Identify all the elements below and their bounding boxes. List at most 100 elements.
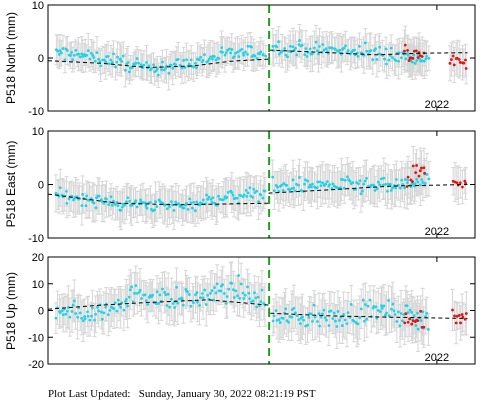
recent-data-point: [417, 174, 421, 178]
data-point: [317, 312, 321, 316]
data-point: [97, 309, 101, 313]
recent-data-point: [411, 164, 415, 168]
data-point: [247, 291, 251, 295]
data-point: [78, 311, 82, 315]
data-point: [182, 58, 186, 62]
data-point: [291, 178, 295, 182]
data-point: [232, 55, 236, 59]
data-point: [242, 297, 246, 300]
data-point: [160, 68, 164, 72]
data-point: [420, 178, 424, 182]
data-point: [207, 57, 211, 61]
data-point: [321, 312, 324, 316]
recent-data-point: [461, 315, 465, 319]
data-point: [250, 45, 254, 49]
data-point: [181, 303, 185, 307]
recent-data-point: [464, 67, 468, 70]
data-point: [192, 301, 195, 305]
data-point: [242, 193, 246, 197]
trend-line: [47, 299, 468, 319]
data-point: [312, 303, 316, 307]
data-point: [287, 49, 291, 53]
data-point: [258, 304, 261, 308]
data-point: [141, 201, 145, 204]
footer-datetime: Sunday, January 30, 2022 08:21:19 PST: [138, 388, 316, 400]
data-point: [425, 311, 429, 315]
data-point: [93, 59, 97, 63]
data-point: [380, 304, 383, 308]
data-point: [421, 181, 425, 184]
data-point: [416, 180, 420, 184]
data-point: [189, 304, 193, 308]
data-point: [246, 191, 250, 195]
recent-data-point: [463, 179, 467, 183]
data-point: [120, 60, 124, 63]
data-point: [99, 64, 103, 68]
recent-data-point: [422, 166, 426, 170]
data-point: [110, 203, 114, 207]
data-point: [97, 194, 101, 198]
data-point: [100, 317, 104, 321]
data-point: [383, 313, 387, 317]
data-point: [306, 323, 309, 327]
data-point: [231, 193, 235, 197]
data-point: [343, 318, 347, 322]
data-point: [400, 178, 404, 182]
data-point: [155, 290, 159, 294]
data-point: [275, 45, 279, 49]
data-point: [187, 293, 191, 296]
data-point: [412, 184, 416, 188]
data-point: [240, 47, 244, 51]
recent-data-point: [460, 313, 464, 316]
recent-data-point: [407, 59, 411, 62]
data-point: [131, 300, 135, 304]
data-point: [96, 305, 99, 309]
data-point: [283, 47, 286, 50]
data-point: [109, 195, 113, 199]
data-point: [374, 47, 377, 51]
data-point: [319, 184, 323, 187]
data-point: [80, 204, 84, 208]
data-point: [394, 186, 398, 190]
y-tick-label: 10: [32, 0, 44, 12]
data-point: [308, 47, 312, 51]
data-point: [188, 197, 192, 201]
data-point: [303, 53, 307, 57]
data-point: [365, 176, 368, 180]
recent-data-point: [459, 321, 462, 325]
data-point: [346, 311, 350, 315]
data-point: [338, 48, 342, 52]
data-point: [243, 293, 247, 297]
data-point: [332, 311, 336, 315]
data-point: [221, 198, 225, 202]
data-point: [406, 178, 410, 182]
data-points: [54, 274, 468, 331]
recent-data-point: [406, 48, 409, 52]
data-point: [360, 51, 363, 55]
data-point: [119, 57, 122, 61]
data-point: [286, 55, 289, 59]
data-point: [302, 318, 306, 322]
data-point: [325, 180, 329, 184]
data-point: [70, 310, 74, 313]
data-point: [213, 286, 216, 290]
data-point: [134, 199, 138, 202]
data-point: [274, 309, 278, 313]
data-point: [81, 319, 85, 323]
data-point: [205, 193, 208, 197]
y-tick-label: 10: [32, 126, 44, 138]
data-point: [107, 62, 111, 66]
data-point: [424, 57, 428, 61]
data-point: [187, 62, 191, 66]
data-point: [123, 68, 127, 72]
data-point: [356, 322, 360, 326]
recent-data-point: [404, 312, 408, 316]
recent-data-point: [448, 61, 452, 65]
data-point: [119, 208, 123, 212]
data-point: [277, 52, 281, 56]
data-point: [295, 314, 299, 318]
data-point: [195, 291, 199, 294]
data-point: [225, 295, 229, 298]
data-point: [74, 312, 78, 315]
